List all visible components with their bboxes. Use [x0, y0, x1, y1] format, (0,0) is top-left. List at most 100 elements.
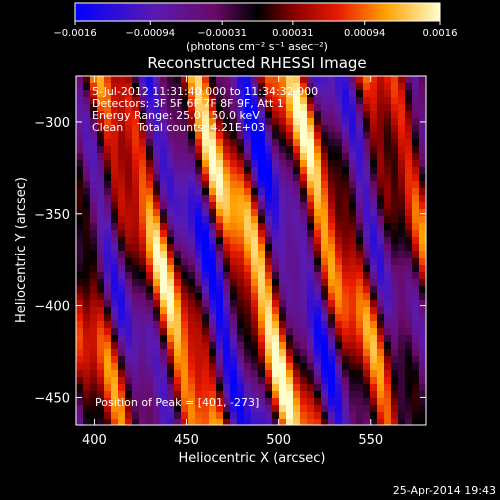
- heatmap-cell: [223, 230, 231, 238]
- heatmap-cell: [384, 188, 392, 196]
- heatmap-cell: [188, 153, 196, 161]
- heatmap-cell: [391, 363, 399, 371]
- heatmap-cell: [279, 97, 287, 105]
- heatmap-cell: [384, 167, 392, 175]
- heatmap-cell: [279, 230, 287, 238]
- heatmap-cell: [174, 300, 182, 308]
- heatmap-cell: [321, 237, 329, 245]
- heatmap-cell: [321, 83, 329, 91]
- heatmap-cell: [335, 132, 343, 140]
- heatmap-cell: [272, 83, 280, 91]
- heatmap-cell: [300, 279, 308, 287]
- heatmap-cell: [76, 76, 84, 84]
- heatmap-cell: [125, 349, 133, 357]
- heatmap-cell: [160, 202, 168, 210]
- heatmap-cell: [125, 384, 133, 392]
- heatmap-cell: [265, 118, 273, 126]
- heatmap-cell: [321, 391, 329, 399]
- heatmap-cell: [146, 391, 154, 399]
- heatmap-cell: [195, 76, 203, 84]
- heatmap-cell: [83, 174, 91, 182]
- heatmap-cell: [195, 146, 203, 154]
- heatmap-cell: [377, 384, 385, 392]
- heatmap-cell: [104, 279, 112, 287]
- heatmap-cell: [377, 153, 385, 161]
- heatmap-cell: [223, 223, 231, 231]
- heatmap-cell: [146, 195, 154, 203]
- heatmap-cell: [146, 104, 154, 112]
- heatmap-cell: [279, 76, 287, 84]
- heatmap-cell: [405, 237, 413, 245]
- heatmap-cell: [328, 216, 336, 224]
- heatmap-cell: [202, 132, 210, 140]
- heatmap-cell: [279, 153, 287, 161]
- heatmap-cell: [181, 97, 189, 105]
- heatmap-cell: [244, 293, 252, 301]
- heatmap-cell: [111, 90, 119, 98]
- heatmap-cell: [76, 265, 84, 273]
- heatmap-cell: [188, 181, 196, 189]
- heatmap-cell: [146, 209, 154, 217]
- heatmap-cell: [195, 419, 203, 425]
- heatmap-cell: [335, 293, 343, 301]
- heatmap-cell: [104, 118, 112, 126]
- heatmap-cell: [202, 153, 210, 161]
- heatmap-cell: [349, 391, 357, 399]
- heatmap-cell: [293, 300, 301, 308]
- heatmap-cell: [251, 300, 259, 308]
- heatmap-cell: [104, 370, 112, 378]
- heatmap-cell: [237, 258, 245, 266]
- heatmap-cell: [363, 160, 371, 168]
- heatmap-cell: [230, 132, 238, 140]
- heatmap-cell: [307, 195, 315, 203]
- heatmap-cell: [258, 321, 266, 329]
- heatmap-cell: [377, 328, 385, 336]
- heatmap-cell: [216, 272, 224, 280]
- heatmap-cell: [293, 335, 301, 343]
- heatmap-cell: [391, 356, 399, 364]
- heatmap-cell: [97, 258, 105, 266]
- heatmap-cell: [258, 307, 266, 315]
- heatmap-cell: [258, 384, 266, 392]
- heatmap-cell: [251, 258, 259, 266]
- heatmap-cell: [300, 384, 308, 392]
- heatmap-cell: [167, 258, 175, 266]
- heatmap-cell: [97, 377, 105, 385]
- heatmap-cell: [391, 90, 399, 98]
- heatmap-cell: [300, 342, 308, 350]
- heatmap-cell: [342, 342, 350, 350]
- heatmap-cell: [398, 384, 406, 392]
- heatmap-cell: [384, 139, 392, 147]
- heatmap-cell: [286, 335, 294, 343]
- heatmap-cell: [104, 188, 112, 196]
- heatmap-cell: [118, 412, 126, 420]
- heatmap-cell: [125, 370, 133, 378]
- heatmap-cell: [160, 335, 168, 343]
- heatmap-cell: [342, 363, 350, 371]
- heatmap-cell: [237, 244, 245, 252]
- heatmap-cell: [188, 328, 196, 336]
- colorbar-gradient: [74, 2, 441, 22]
- heatmap-cell: [251, 279, 259, 287]
- heatmap-cell: [83, 76, 91, 84]
- heatmap-cell: [237, 370, 245, 378]
- heatmap-cell: [279, 83, 287, 91]
- heatmap-cell: [342, 174, 350, 182]
- heatmap-cell: [146, 258, 154, 266]
- heatmap-cell: [370, 188, 378, 196]
- colorbar: −0.0016 −0.00094 −0.00031 0.00031 0.00094 0.0…: [53, 2, 458, 53]
- heatmap-cell: [391, 349, 399, 357]
- heatmap-cell: [195, 195, 203, 203]
- heatmap-cell: [335, 188, 343, 196]
- heatmap-cell: [216, 97, 224, 105]
- heatmap-cell: [83, 188, 91, 196]
- heatmap-cell: [349, 356, 357, 364]
- heatmap-cell: [237, 223, 245, 231]
- heatmap-cell: [132, 384, 140, 392]
- heatmap-cell: [349, 265, 357, 273]
- heatmap-cell: [76, 398, 84, 406]
- heatmap-cell: [195, 83, 203, 91]
- heatmap-cell: [251, 125, 259, 133]
- heatmap-cell: [335, 223, 343, 231]
- heatmap-cell: [153, 251, 161, 259]
